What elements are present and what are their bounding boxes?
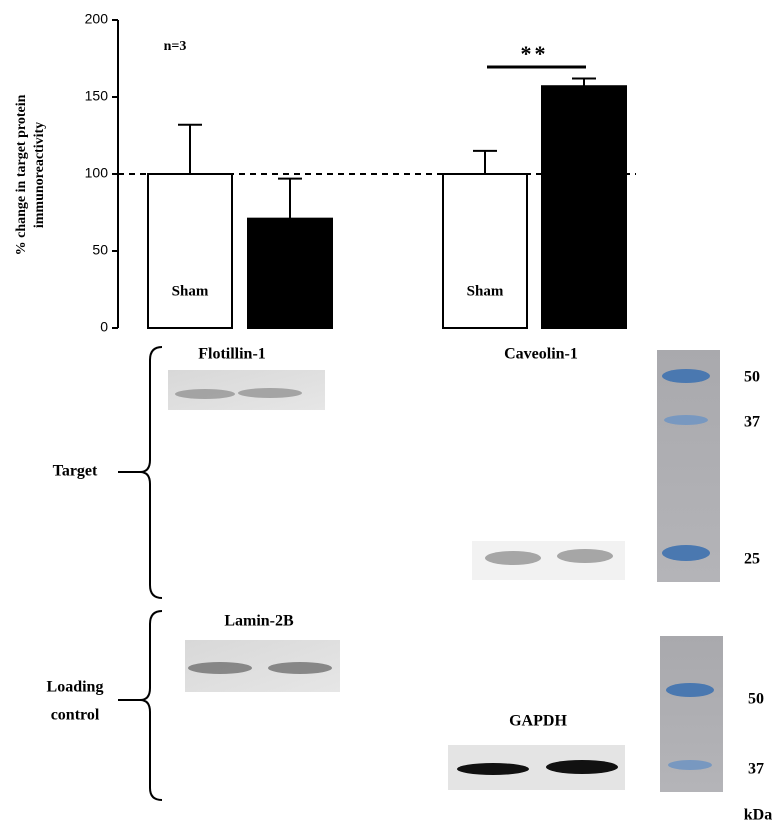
unit-label: kDa (744, 807, 772, 824)
y-axis-label: % change in target protein (14, 94, 29, 255)
significance-label: ** (521, 41, 549, 66)
y-tick-label: 200 (85, 11, 109, 27)
blot-images (168, 350, 723, 792)
brace (140, 347, 162, 598)
y-axis-label: immunoreactivity (32, 122, 47, 228)
bar-label: Epi (279, 283, 302, 299)
figure: Flotillin-1 Caveolin-1 Lamin-2B GAPDH Ta… (0, 0, 778, 825)
bar (248, 219, 332, 328)
marker-label: 37 (744, 414, 760, 431)
blot-label: Flotillin-1 (198, 346, 266, 363)
y-tick-label: 50 (92, 242, 108, 258)
bar (148, 174, 232, 328)
y-tick-label: 150 (85, 88, 109, 104)
bar-label: Sham (467, 283, 504, 299)
marker-label: 50 (744, 369, 760, 386)
y-tick-label: 0 (100, 319, 108, 335)
y-tick-label: 100 (85, 165, 109, 181)
blot-label: Caveolin-1 (504, 346, 578, 363)
brace (140, 611, 162, 800)
blot-label: Lamin-2B (224, 613, 294, 630)
marker-label: 37 (748, 761, 764, 778)
annotation: n=3 (164, 39, 187, 54)
bar-label: Epi (573, 283, 596, 299)
group-label: Target (53, 463, 98, 480)
marker-label: 25 (744, 551, 760, 568)
bar-label: Sham (172, 283, 209, 299)
marker-label: 50 (748, 691, 764, 708)
blot-label: GAPDH (509, 713, 567, 730)
group-label: control (51, 707, 100, 724)
group-label: Loading (47, 679, 104, 696)
bar (443, 174, 527, 328)
